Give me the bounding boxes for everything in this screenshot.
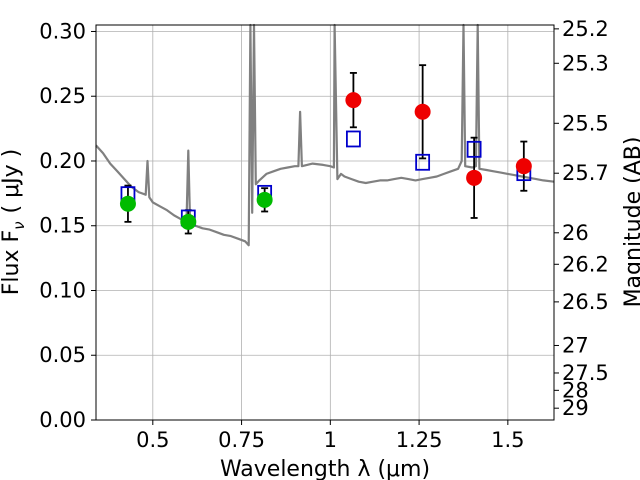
y-axis-ticks: 0.00 0.05 0.10 0.15 0.20 0.25 0.30 — [39, 19, 96, 432]
y2-tick-label: 26.2 — [562, 252, 609, 276]
y2-tick-label: 25.3 — [562, 51, 609, 75]
x-tick-label: 1.5 — [491, 428, 524, 452]
y2-tick-label: 25.2 — [562, 17, 609, 41]
y2-tick-label: 27.5 — [562, 361, 609, 385]
observed-flux-green-marker — [119, 195, 136, 212]
y-axis-label-unit: ( μJy ) — [0, 149, 24, 214]
y-axis-label-subscript: ν — [10, 221, 28, 229]
y-tick-label: 0.15 — [39, 214, 86, 238]
y2-tick-label: 29 — [562, 396, 589, 420]
y-tick-label: 0.25 — [39, 84, 86, 108]
observed-flux-red-marker — [515, 158, 532, 175]
observed-flux-red-marker — [466, 169, 483, 186]
y2-tick-label: 26 — [562, 221, 589, 245]
x-axis-label: Wavelength λ (μm) — [220, 457, 430, 480]
model-flux-square-marker — [466, 140, 482, 158]
y2-tick-label: 25.7 — [562, 161, 609, 185]
y2-tick-label: 28 — [562, 378, 589, 402]
x-axis-ticks: 0.5 0.75 1 1.25 1.5 — [136, 420, 525, 452]
y-tick-label: 0.10 — [39, 278, 86, 302]
y-tick-label: 0.20 — [39, 149, 86, 173]
model-flux-square-marker — [346, 130, 361, 148]
data-markers — [119, 92, 532, 230]
observed-flux-red-marker — [414, 103, 431, 120]
y-axis-label: Flux Fν ( μJy ) — [0, 149, 28, 295]
observed-flux-red-marker — [345, 92, 362, 109]
y-axis-label-main: Flux F — [0, 230, 24, 295]
x-tick-label: 0.75 — [218, 428, 265, 452]
plot-area-frame — [95, 24, 555, 421]
observed-flux-green-marker — [256, 191, 273, 208]
y2-axis-label: Magnitude (AB) — [621, 137, 640, 308]
y2-tick-label: 25.5 — [562, 111, 609, 135]
spectrum-series — [95, 23, 555, 247]
y-tick-label: 0.05 — [39, 343, 86, 367]
spectrum-line — [95, 23, 555, 247]
x-tick-label: 1.25 — [396, 428, 443, 452]
grid-lines — [96, 25, 554, 421]
x-tick-label: 1 — [324, 428, 337, 452]
y-tick-label: 0.30 — [39, 19, 86, 43]
x-tick-label: 0.5 — [136, 428, 169, 452]
model-flux-square-marker — [415, 153, 431, 171]
observed-flux-green-marker — [180, 213, 197, 230]
y2-tick-label: 27 — [562, 333, 589, 357]
y2-tick-label: 26.5 — [562, 290, 609, 314]
y-tick-label: 0.00 — [39, 408, 86, 432]
